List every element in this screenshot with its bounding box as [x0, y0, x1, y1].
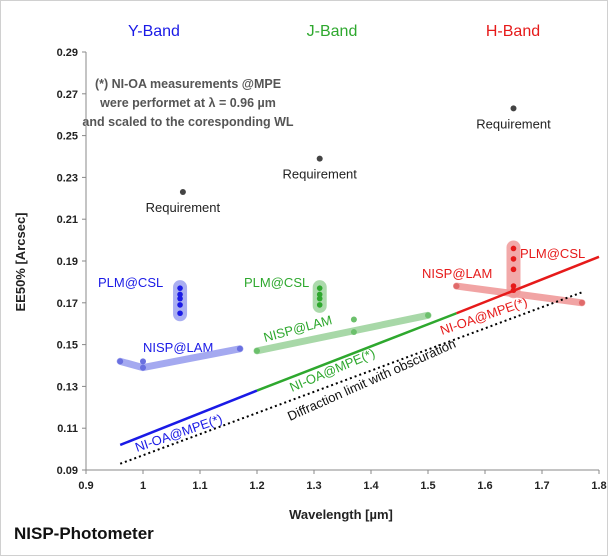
plm-csl-point	[177, 295, 183, 302]
x-tick-label: 1.6	[477, 480, 492, 492]
band-label-h: H-Band	[486, 23, 540, 40]
y-tick-label: 0.19	[57, 256, 78, 268]
x-tick-label: 1.7	[534, 480, 549, 492]
nisp-lam-point	[236, 345, 243, 352]
x-tick-label: 0.9	[78, 480, 93, 492]
note-line-2: were performet at λ = 0.96 µm	[99, 96, 276, 110]
nisp-lam-band-line	[253, 311, 432, 355]
y-tick-label: 0.11	[57, 423, 78, 435]
chart-title: NISP-Photometer	[14, 524, 154, 543]
y-tick-label: 0.17	[57, 298, 78, 310]
y-tick-label: 0.21	[57, 214, 78, 226]
y-tick-label: 0.09	[57, 465, 78, 477]
plm-csl-point	[510, 256, 517, 262]
x-axis-title: Wavelength [µm]	[289, 507, 393, 522]
requirement-point	[510, 105, 517, 112]
nisp-lam-point	[117, 358, 124, 365]
ni-oa-mpe-line	[456, 255, 600, 315]
ni-oa-mpe-line	[256, 312, 457, 392]
y-tick-label: 0.25	[57, 131, 78, 143]
nisp-lam-point	[578, 299, 585, 306]
plm-csl-point	[177, 291, 183, 298]
nisp-lam-point	[254, 347, 260, 354]
note-line-3: and scaled to the coresponding WL	[82, 115, 293, 129]
x-tick-label: 1	[140, 480, 146, 492]
requirement-point	[179, 189, 186, 196]
nisp-lam-point	[140, 364, 146, 371]
x-tick-label: 1.5	[420, 480, 435, 492]
band-label-y: Y-Band	[128, 23, 180, 40]
y-tick-label: 0.13	[57, 381, 78, 393]
plm-csl-point	[177, 285, 183, 291]
x-tick-label: 1.2	[249, 480, 264, 492]
plm-csl-point	[177, 310, 183, 317]
nisp-lam-point	[350, 316, 357, 323]
requirement-label: Requirement	[282, 167, 357, 182]
label-plm-csl-y: PLM@CSL	[98, 275, 163, 290]
nisp-lam-point	[350, 329, 357, 336]
plm-csl-point	[177, 302, 183, 308]
x-tick-label: 1.4	[363, 480, 379, 492]
y-axis-title: EE50% [Arcsec]	[13, 213, 28, 312]
note-line-1: (*) NI-OA measurements @MPE	[95, 77, 281, 91]
y-tick-label: 0.15	[57, 340, 78, 352]
plm-csl-point	[510, 283, 517, 289]
diffraction-limit-line	[119, 291, 583, 465]
x-tick-label: 1.8	[591, 480, 606, 492]
x-tick-label: 1.1	[192, 480, 207, 492]
plm-csl-point	[316, 295, 323, 302]
plot-layer: 0.09 0.11 0.13 0.15 0.17 0.19 0.21 0.23 0.25 0.27…	[57, 47, 607, 492]
y-tick-label: 0.29	[57, 47, 78, 59]
plm-csl-point	[510, 287, 517, 294]
plm-csl-point	[510, 266, 517, 273]
requirement-label: Requirement	[476, 116, 551, 131]
band-label-j: J-Band	[307, 23, 358, 40]
requirement-label: Requirement	[146, 200, 221, 215]
label-plm-csl-h: PLM@CSL	[520, 246, 585, 261]
nisp-lam-point	[140, 358, 146, 365]
label-nisp-lam-h: NISP@LAM	[422, 266, 492, 281]
plm-csl-point	[316, 291, 323, 298]
y-tick-label: 0.23	[57, 172, 78, 184]
ni-oa-mpe-line	[119, 389, 258, 447]
plm-csl-point	[316, 302, 323, 308]
x-tick-label: 1.3	[306, 480, 321, 492]
label-plm-csl-j: PLM@CSL	[244, 275, 309, 290]
y-tick-label: 0.27	[57, 89, 78, 101]
nisp-lam-point	[425, 312, 431, 319]
plm-csl-point	[510, 245, 517, 252]
label-nisp-lam-y: NISP@LAM	[143, 340, 213, 355]
nisp-lam-point	[453, 283, 460, 290]
requirement-point	[316, 155, 323, 162]
plm-csl-point	[316, 285, 323, 291]
